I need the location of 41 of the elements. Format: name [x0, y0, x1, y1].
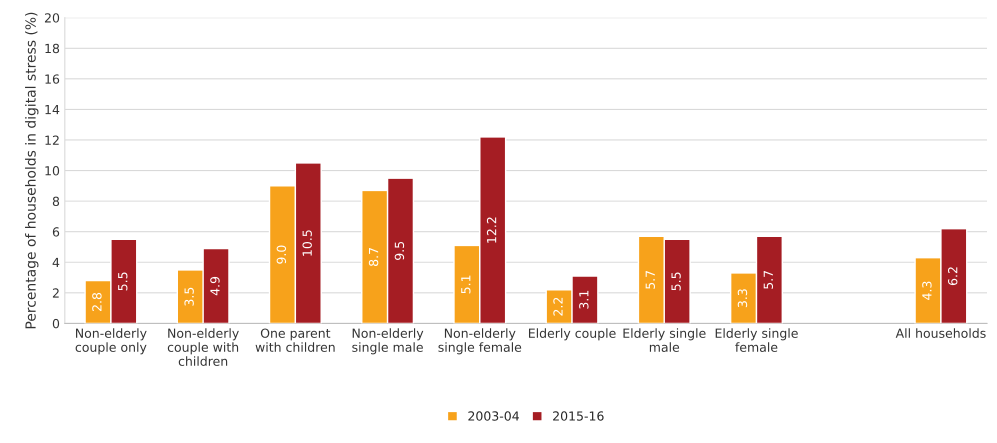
data-label: 9.5	[394, 242, 404, 260]
x-tick-label: Non-elderly couple with children	[168, 328, 239, 366]
x-tick-label: Non-elderly couple only	[76, 328, 147, 354]
y-tick-label: 20	[44, 13, 60, 23]
x-tick-label: Elderly single female	[716, 328, 798, 352]
data-label: 5.5	[672, 272, 681, 290]
data-label: 5.5	[118, 272, 128, 290]
data-label: 8.7	[368, 248, 378, 266]
data-label: 3.3	[738, 289, 748, 308]
data-label: 5.1	[461, 276, 471, 294]
data-label: 3.5	[184, 288, 194, 306]
x-tick-label: One parent with children	[256, 328, 335, 352]
y-tick-label: 12	[45, 135, 59, 145]
y-tick-label: 2	[52, 288, 59, 298]
x-tick-label: All households	[896, 328, 986, 338]
y-tick-label: 8	[52, 196, 60, 206]
x-tick-label: Elderly single male	[623, 328, 706, 352]
x-tick-label: Non-elderly single female	[438, 328, 522, 354]
data-label: 5.7	[646, 270, 655, 289]
data-label: 10.5	[302, 230, 312, 256]
y-tick-label: 0	[52, 318, 60, 328]
y-tick-label: 16	[45, 74, 60, 84]
y-tick-label: 6	[52, 227, 60, 237]
data-label: 3.1	[579, 290, 589, 309]
x-tick-label: Non-elderly single male	[352, 328, 424, 354]
y-tick-label: 14	[45, 105, 60, 114]
data-label: 4.9	[210, 276, 220, 296]
x-tick-label: Elderly couple	[528, 328, 616, 340]
legend-label: 2003-04	[468, 411, 519, 421]
data-label: 12.2	[486, 217, 496, 243]
data-label: 4.3	[922, 282, 932, 300]
y-tick-label: 18	[45, 44, 60, 54]
y-tick-label: 10	[45, 166, 60, 176]
data-label: 9.0	[276, 246, 286, 264]
data-label: 2.8	[92, 292, 102, 312]
y-axis-title: Percentage of households in digital stress (%)	[25, 12, 38, 328]
data-label: 6.2	[948, 267, 958, 286]
legend-label: 2015-16	[553, 411, 604, 421]
data-label: 2.2	[553, 298, 563, 316]
data-label: 5.7	[764, 270, 774, 289]
y-tick-label: 4	[52, 258, 60, 268]
